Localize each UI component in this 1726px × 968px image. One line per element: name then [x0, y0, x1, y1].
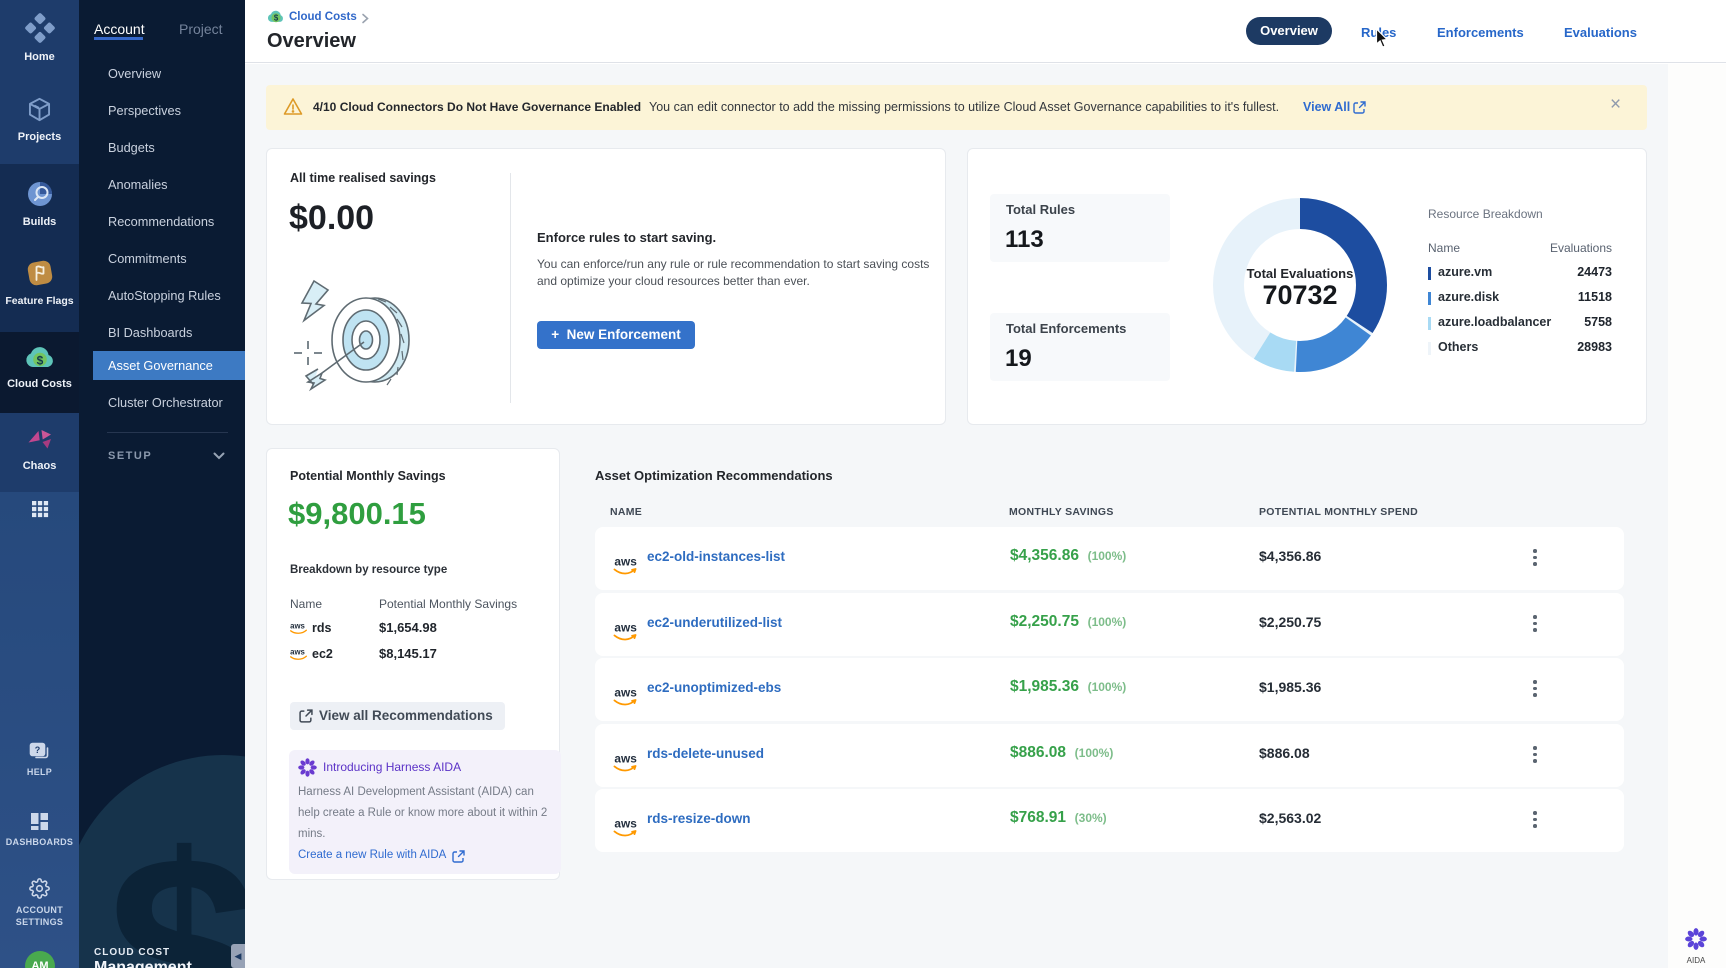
svg-text:aws: aws	[290, 648, 305, 657]
svg-text:aws: aws	[614, 816, 637, 830]
svg-text:$: $	[36, 354, 43, 368]
svg-text:aws: aws	[614, 751, 637, 765]
svg-text:aws: aws	[614, 620, 637, 634]
svg-text:aws: aws	[614, 685, 637, 699]
svg-text:?: ?	[34, 745, 40, 755]
svg-text:$: $	[274, 14, 279, 23]
svg-text:aws: aws	[290, 622, 305, 631]
svg-text:aws: aws	[614, 554, 637, 568]
